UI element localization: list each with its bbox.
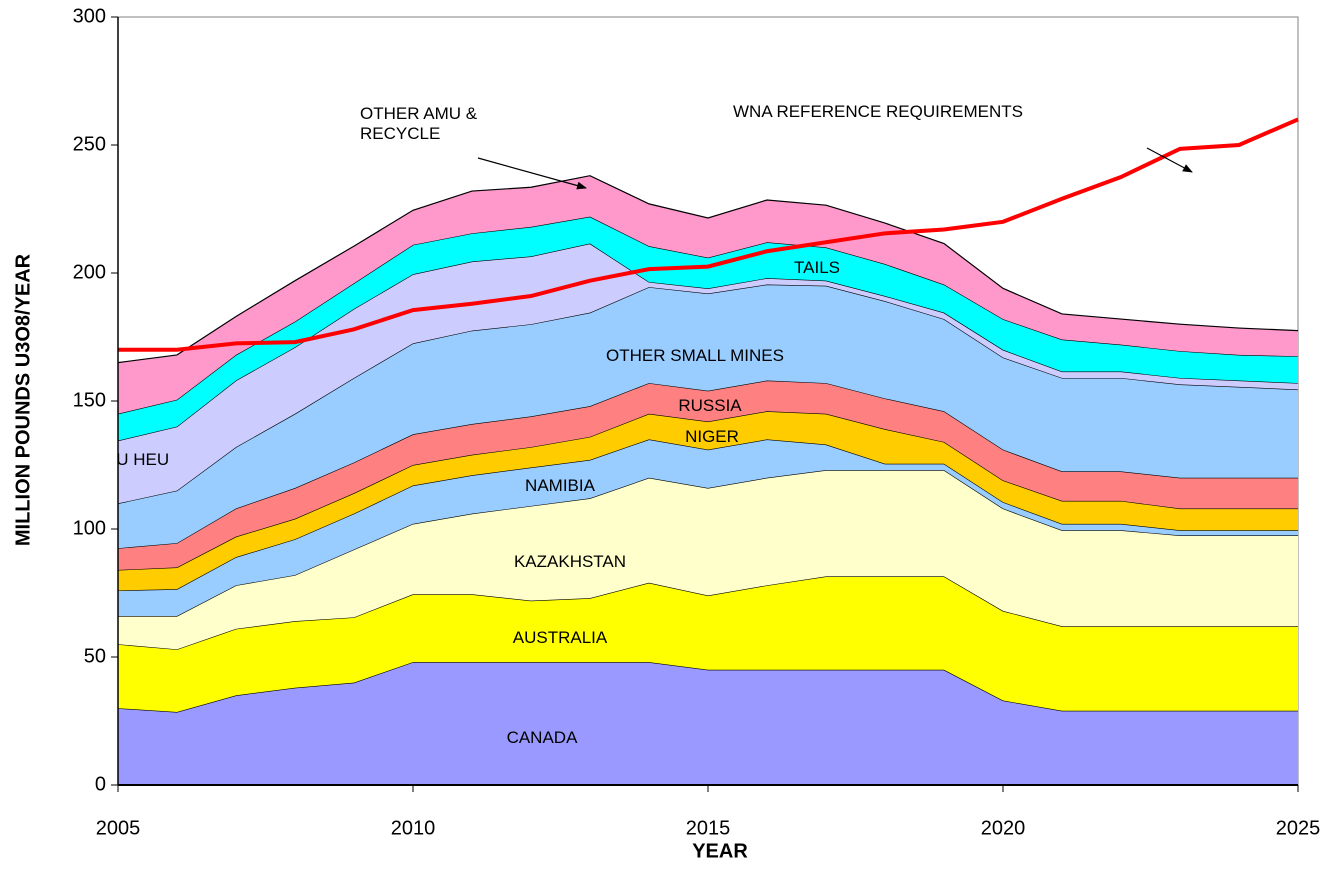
arrow: [1146, 147, 1193, 173]
area: [118, 175, 1298, 414]
area: [118, 439, 1298, 617]
y-tick-label: 300: [73, 5, 106, 27]
y-tick-label: 200: [73, 261, 106, 283]
series-label: RU HEU: [104, 450, 170, 469]
area: [118, 380, 1298, 570]
y-tick-label: 50: [84, 645, 106, 667]
y-tick-label: 250: [73, 133, 106, 155]
x-axis-label: YEAR: [692, 840, 748, 862]
area: [118, 216, 1298, 441]
y-tick-label: 100: [73, 517, 106, 539]
series-label: RUSSIA: [678, 396, 742, 415]
series-label: NIGER: [685, 427, 739, 446]
series-label: TAILS: [794, 258, 840, 277]
series-label: AUSTRALIA: [512, 628, 608, 647]
x-tick-label: 2005: [96, 817, 141, 839]
y-tick-label: 0: [95, 773, 106, 795]
arrow: [477, 157, 587, 190]
x-tick-label: 2025: [1276, 817, 1321, 839]
series-label: OTHER AMU & RECYCLE: [360, 104, 478, 143]
series-label: CANADA: [506, 728, 578, 747]
x-tick-label: 2020: [981, 817, 1026, 839]
series-label: KAZAKHSTAN: [513, 552, 627, 571]
area: [118, 662, 1298, 785]
area: [118, 576, 1298, 713]
area: [118, 470, 1298, 650]
y-axis-label: MILLION POUNDS U3O8/YEAR: [12, 253, 34, 546]
area-edge: [117, 175, 1299, 364]
x-tick-label: 2015: [686, 817, 731, 839]
area: [118, 284, 1298, 549]
line: [118, 117, 1299, 352]
series-label: WNA REFERENCE REQUIREMENTS: [733, 102, 1023, 121]
series-label: NAMIBIA: [525, 476, 595, 495]
series-label: OTHER SMALL MINES: [606, 346, 784, 365]
x-tick-label: 2010: [391, 817, 436, 839]
y-tick-label: 150: [73, 389, 106, 411]
